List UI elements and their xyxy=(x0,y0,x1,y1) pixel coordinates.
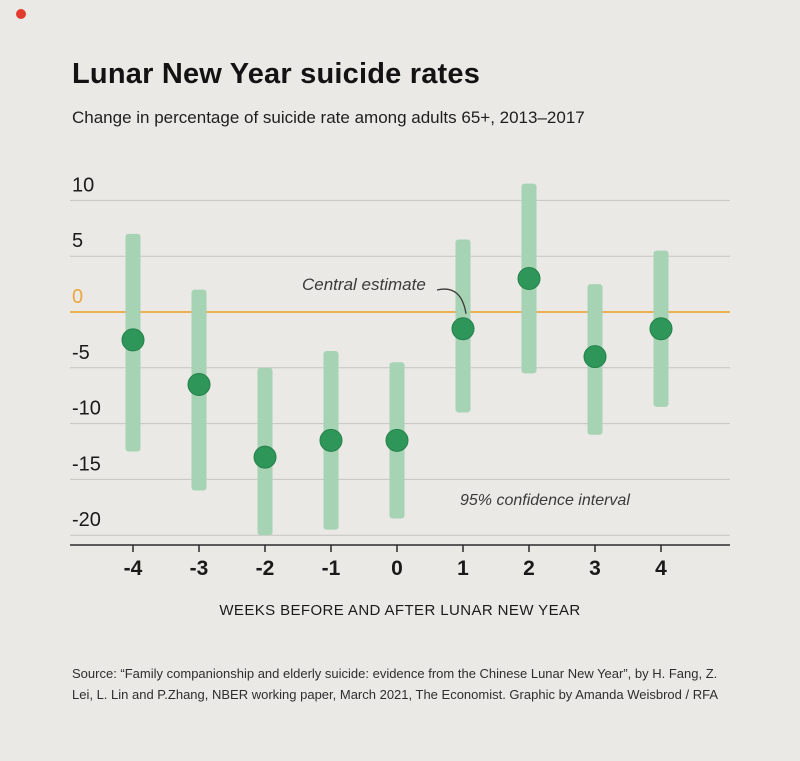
red-dot-logo xyxy=(16,9,26,19)
y-tick-label: -5 xyxy=(72,342,90,364)
chart-area: 10 5 0 -5 -10 -15 -20 -4 -3 -2 -1 0 1 2 3 4 Central est… xyxy=(0,150,800,630)
estimate-dot xyxy=(385,428,409,452)
y-tick-label: 5 xyxy=(72,230,83,252)
annotation-confidence-interval: 95% confidence interval xyxy=(460,492,630,509)
estimate-dot xyxy=(253,445,277,469)
x-tick-label: 2 xyxy=(523,557,535,580)
y-tick-label: -10 xyxy=(72,398,101,420)
estimate-dot xyxy=(121,328,145,352)
x-axis-title: WEEKS BEFORE AND AFTER LUNAR NEW YEAR xyxy=(219,602,581,619)
estimate-dot xyxy=(187,373,211,397)
y-tick-label: 0 xyxy=(72,286,83,308)
source-note: Source: “Family companionship and elderl… xyxy=(72,666,719,702)
annotation-central-estimate: Central estimate xyxy=(302,275,426,294)
x-tick-label: -2 xyxy=(256,557,275,580)
y-tick-label: 10 xyxy=(72,174,94,196)
y-tick-label: -15 xyxy=(72,453,101,475)
estimate-dot xyxy=(649,317,673,341)
estimate-dot xyxy=(517,267,541,291)
estimate-dot xyxy=(583,345,607,369)
page-subtitle: Change in percentage of suicide rate amo… xyxy=(72,108,585,127)
x-tick-label: 1 xyxy=(457,557,469,580)
x-tick-label: -4 xyxy=(124,557,143,580)
page-title: Lunar New Year suicide rates xyxy=(72,58,481,90)
y-tick-label: -20 xyxy=(72,509,101,531)
annotation-arrow xyxy=(436,288,467,314)
x-tick-label: 0 xyxy=(391,557,403,580)
x-tick-label: 4 xyxy=(655,557,667,580)
estimate-dot xyxy=(451,317,475,341)
x-tick-label: -1 xyxy=(322,557,341,580)
x-tick-label: 3 xyxy=(589,557,601,580)
estimate-dot xyxy=(319,428,343,452)
x-tick-label: -3 xyxy=(190,557,209,580)
